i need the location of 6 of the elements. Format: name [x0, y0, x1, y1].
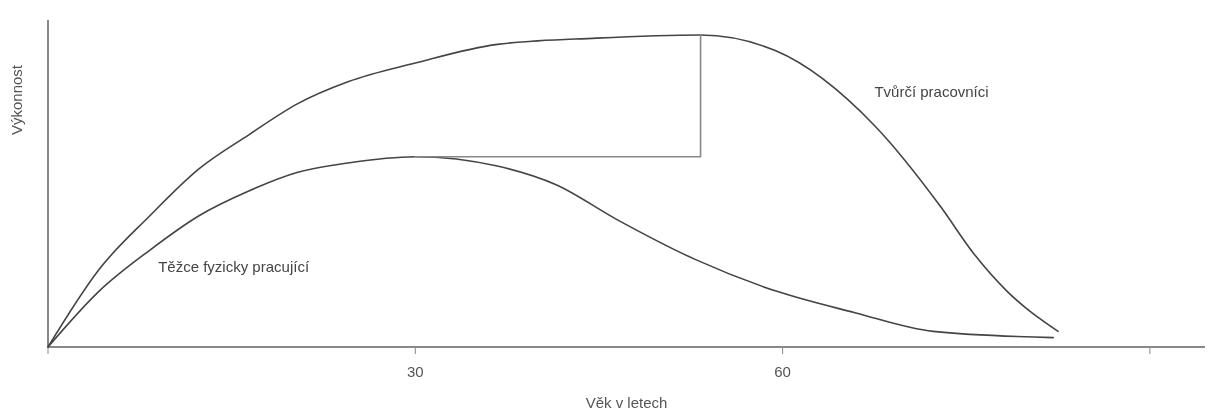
- x-tick-label: 30: [406, 363, 424, 380]
- series-label: Těžce fyzicky pracující: [158, 258, 310, 276]
- x-tick-label: 60: [774, 363, 791, 380]
- y-axis-title: Výkonnost: [8, 64, 25, 136]
- x-axis-title: Věk v letech: [585, 394, 668, 411]
- series-label: Tvůrčí pracovníci: [874, 83, 989, 101]
